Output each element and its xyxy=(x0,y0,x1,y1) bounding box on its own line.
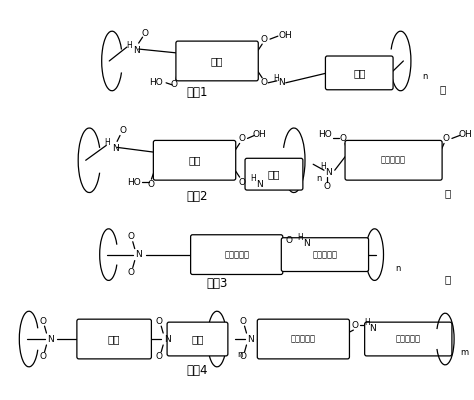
FancyBboxPatch shape xyxy=(191,235,283,274)
Text: 二异氰酸酯: 二异氰酸酯 xyxy=(396,334,421,344)
Text: N: N xyxy=(135,250,142,259)
Text: HO: HO xyxy=(149,78,163,87)
FancyBboxPatch shape xyxy=(345,140,442,180)
Text: OH: OH xyxy=(459,130,473,139)
Text: N: N xyxy=(278,78,285,87)
Text: ；: ； xyxy=(439,84,446,94)
FancyBboxPatch shape xyxy=(281,238,369,272)
Text: O: O xyxy=(156,317,163,326)
FancyBboxPatch shape xyxy=(176,41,258,81)
Text: H: H xyxy=(104,138,110,147)
Text: N: N xyxy=(47,334,54,344)
FancyBboxPatch shape xyxy=(365,322,452,356)
Text: H: H xyxy=(320,162,326,171)
Text: O: O xyxy=(128,268,134,277)
Text: H: H xyxy=(126,40,132,50)
Text: O: O xyxy=(148,180,155,189)
Text: ；: ； xyxy=(444,188,451,198)
Text: O: O xyxy=(128,232,134,241)
Text: 二酐: 二酐 xyxy=(188,155,201,165)
Text: H: H xyxy=(273,74,279,83)
Text: O: O xyxy=(443,134,449,143)
Text: HO: HO xyxy=(127,178,141,187)
Text: 二酐: 二酐 xyxy=(211,56,223,66)
Text: N: N xyxy=(370,324,376,333)
FancyBboxPatch shape xyxy=(326,56,393,90)
Text: O: O xyxy=(171,80,177,89)
Text: N: N xyxy=(326,168,332,177)
Text: n: n xyxy=(237,350,242,360)
FancyBboxPatch shape xyxy=(77,319,151,359)
FancyBboxPatch shape xyxy=(257,319,349,359)
Text: O: O xyxy=(285,236,292,245)
Text: O: O xyxy=(156,352,163,362)
Text: O: O xyxy=(238,178,245,187)
Text: n: n xyxy=(395,264,400,273)
Text: H: H xyxy=(298,233,303,242)
Text: O: O xyxy=(239,352,246,362)
Text: N: N xyxy=(164,334,171,344)
Text: O: O xyxy=(238,134,245,143)
Text: O: O xyxy=(239,317,246,326)
FancyBboxPatch shape xyxy=(245,158,303,190)
Text: 二胺: 二胺 xyxy=(353,68,365,78)
Text: OH: OH xyxy=(279,31,292,40)
FancyBboxPatch shape xyxy=(167,322,228,356)
Text: 二胺: 二胺 xyxy=(191,334,204,344)
Text: 二胺: 二胺 xyxy=(268,169,280,179)
Text: O: O xyxy=(39,352,46,362)
Text: 结构2: 结构2 xyxy=(187,190,208,202)
Text: 结构1: 结构1 xyxy=(187,86,208,99)
Text: O: O xyxy=(261,35,268,44)
Text: N: N xyxy=(112,144,118,153)
Text: O: O xyxy=(39,317,46,326)
Text: O: O xyxy=(261,78,268,87)
Text: OH: OH xyxy=(252,130,266,139)
Text: ；: ； xyxy=(444,274,451,284)
Text: N: N xyxy=(303,239,310,248)
Text: O: O xyxy=(141,29,148,38)
Text: HO: HO xyxy=(319,130,332,139)
Text: m: m xyxy=(460,348,468,358)
Text: O: O xyxy=(323,182,330,190)
Text: O: O xyxy=(119,126,127,135)
Text: O: O xyxy=(352,321,359,330)
FancyBboxPatch shape xyxy=(154,140,236,180)
Text: N: N xyxy=(133,46,140,54)
Text: H: H xyxy=(250,174,256,183)
Text: 结构4: 结构4 xyxy=(187,364,208,377)
Text: N: N xyxy=(247,334,254,344)
Text: 结构3: 结构3 xyxy=(206,277,228,290)
Text: 二异氰酸酯: 二异氰酸酯 xyxy=(312,250,337,259)
Text: N: N xyxy=(256,180,263,189)
Text: 二酐: 二酐 xyxy=(108,334,120,344)
Text: 偏苯三酸酐: 偏苯三酸酐 xyxy=(291,334,316,344)
Text: n: n xyxy=(422,72,428,81)
Text: 偏苯三酸酐: 偏苯三酸酐 xyxy=(381,156,406,165)
Text: 偏苯三酸酐: 偏苯三酸酐 xyxy=(224,250,249,259)
Text: n: n xyxy=(316,174,322,183)
Text: O: O xyxy=(339,134,346,143)
Text: H: H xyxy=(364,318,370,327)
